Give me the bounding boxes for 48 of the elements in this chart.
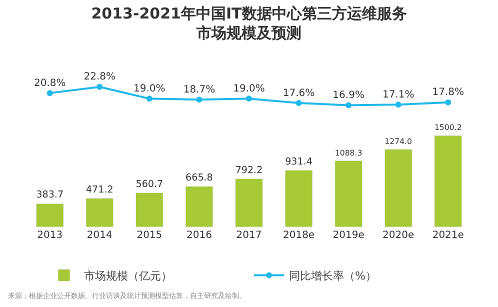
legend-label: 市场规模（亿元） (84, 270, 172, 283)
bar (36, 203, 64, 227)
point (445, 99, 452, 106)
bar (185, 186, 214, 227)
bar (334, 160, 363, 227)
data-label: 18.7% (183, 84, 216, 96)
point (96, 84, 103, 90)
point (196, 96, 202, 103)
bar (284, 170, 313, 227)
data-label: 383.7 (36, 190, 64, 201)
data-label: 22.8% (84, 72, 116, 83)
point (395, 102, 402, 108)
data-label: 792.2 (235, 164, 263, 176)
point (246, 96, 252, 102)
x-tick-label: 2020e (382, 230, 414, 241)
x-tick-label: 2014 (86, 230, 112, 241)
x-tick-label: 2013 (37, 230, 63, 241)
data-label: 19.0% (134, 83, 166, 94)
data-label: 17.6% (282, 88, 315, 99)
data-label: 1500.2 (434, 123, 462, 132)
x-tick-label: 2021e (432, 230, 464, 241)
data-label: 20.8% (34, 78, 66, 89)
x-tick-label: 2017 (236, 230, 262, 241)
data-label: 17.8% (432, 87, 464, 98)
bar (235, 178, 263, 227)
data-label: 16.9% (332, 90, 364, 101)
bar (135, 192, 164, 227)
data-label: 931.4 (285, 156, 312, 168)
x-tick-label: 2018e (282, 230, 315, 241)
x-tick-label: 2016 (186, 230, 212, 241)
point (46, 90, 53, 96)
data-label: 1088.3 (334, 148, 362, 158)
point (146, 96, 152, 102)
x-tick-label: 2019e (332, 230, 364, 241)
point (296, 100, 302, 106)
x-tick-label: 2015 (136, 230, 162, 241)
data-label: 1274.0 (384, 136, 412, 146)
chart-title: 2013-2021年中国IT数据中心第三方运维服务市场规模及预测 (91, 4, 407, 42)
bar (384, 149, 412, 227)
data-label: 665.8 (186, 172, 213, 184)
point (346, 102, 352, 108)
data-label: 19.0% (233, 83, 265, 94)
legend-label: 同比增长率（%） (289, 270, 376, 283)
data-label: 560.7 (136, 178, 164, 190)
data-label: 471.2 (86, 184, 114, 196)
bar (434, 135, 462, 227)
bar (86, 198, 114, 227)
data-label: 17.1% (382, 89, 414, 100)
